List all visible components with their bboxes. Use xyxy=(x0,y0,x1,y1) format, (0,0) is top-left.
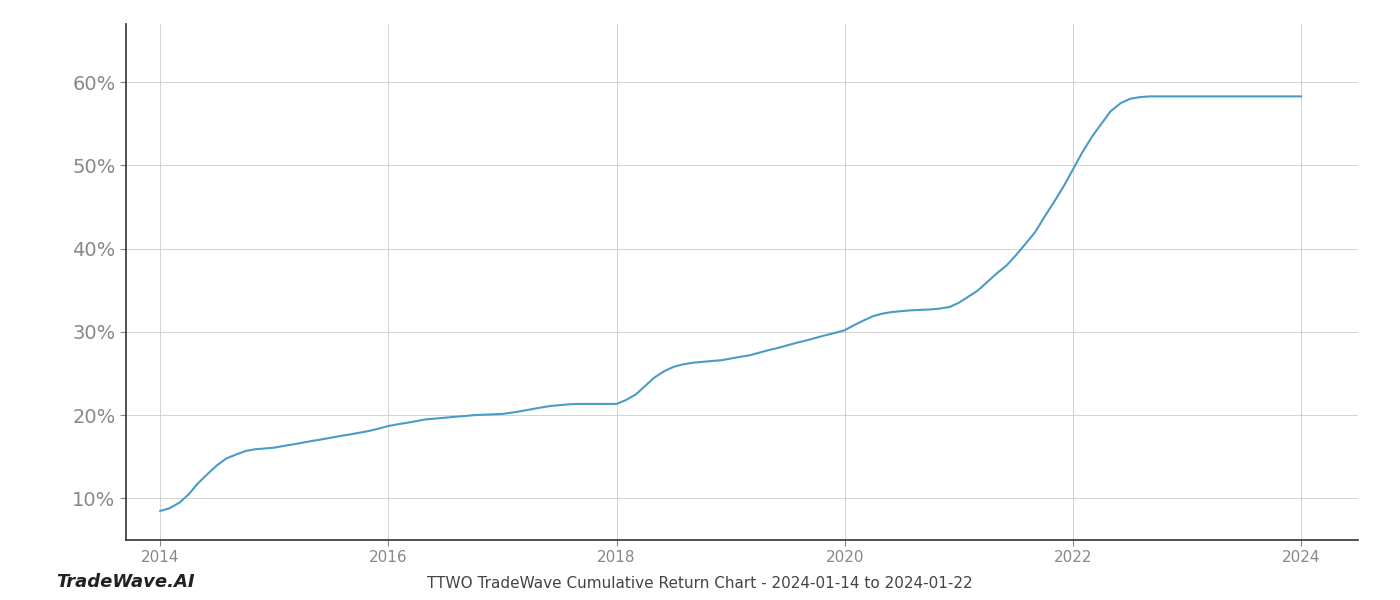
Text: TTWO TradeWave Cumulative Return Chart - 2024-01-14 to 2024-01-22: TTWO TradeWave Cumulative Return Chart -… xyxy=(427,576,973,591)
Text: TradeWave.AI: TradeWave.AI xyxy=(56,573,195,591)
